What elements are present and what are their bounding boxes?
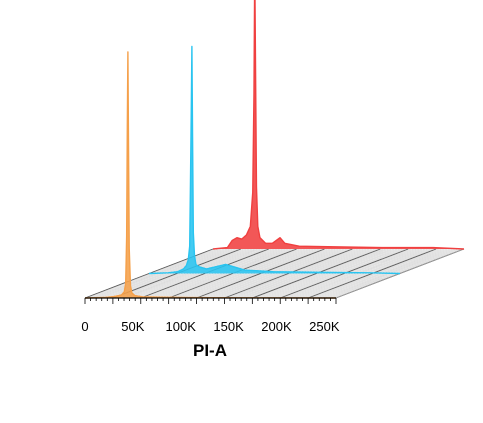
series-area-2: [149, 46, 400, 274]
series-area-3: [213, 0, 464, 249]
x-tick-label: 150K: [213, 319, 244, 334]
x-tick-label: 100K: [166, 319, 197, 334]
x-axis: 0 50K 100K 150K 200K 250K: [81, 297, 340, 334]
series-line-2: [148, 45, 401, 275]
x-axis-title: PI-A: [193, 341, 227, 360]
x-tick-label: 50K: [121, 319, 144, 334]
series-line-3: [212, 0, 465, 250]
x-tick-label: 250K: [309, 319, 340, 334]
series-group: [84, 0, 465, 299]
series-line-1: [84, 51, 337, 299]
x-tick-label: 200K: [261, 319, 292, 334]
x-tick-label: 0: [81, 319, 88, 334]
